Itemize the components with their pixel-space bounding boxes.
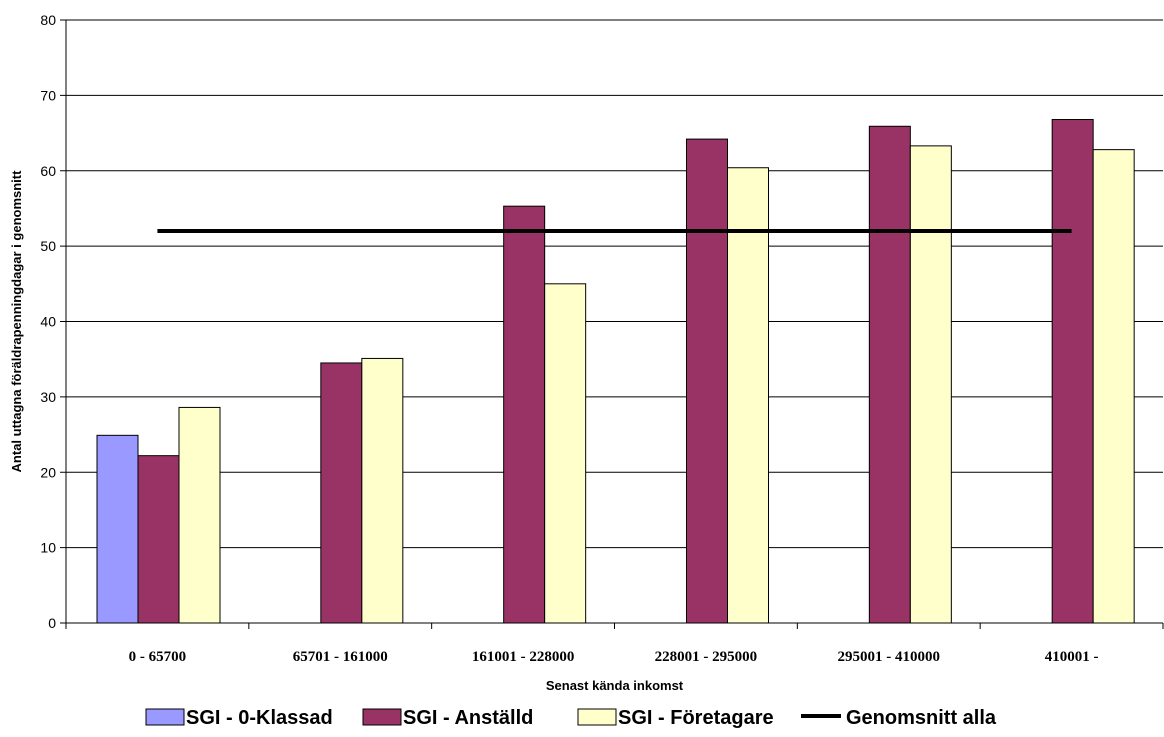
- bar: [96, 434, 139, 624]
- bar: [178, 406, 221, 624]
- bar: [320, 362, 363, 624]
- x-category-label: 410001 -: [1045, 649, 1099, 665]
- x-category-label: 65701 - 161000: [293, 649, 388, 665]
- y-tick-label: 0: [48, 615, 56, 631]
- legend-label: Genomsnitt alla: [846, 707, 997, 729]
- y-tick-label: 10: [40, 540, 56, 556]
- y-tick-label: 70: [40, 87, 56, 103]
- x-category-label: 295001 - 410000: [838, 649, 941, 665]
- x-category-label: 0 - 65700: [129, 649, 187, 665]
- bar: [909, 145, 952, 624]
- legend: SGI - 0-Klassad SGI - Anställd SGI - Föret…: [145, 707, 997, 729]
- y-tick-label: 50: [40, 238, 56, 254]
- x-category-label: 161001 - 228000: [472, 649, 575, 665]
- legend-label: SGI - Anställd: [403, 707, 533, 729]
- bar: [544, 283, 587, 624]
- bar: [868, 125, 911, 624]
- legend-swatch: [145, 708, 185, 726]
- bar: [137, 455, 180, 624]
- bars: [96, 118, 1135, 624]
- bar: [1051, 118, 1094, 624]
- bar: [1092, 149, 1135, 624]
- y-tick-label: 30: [40, 389, 56, 405]
- y-tick-label: 40: [40, 314, 56, 330]
- y-axis-ticks: 0 10 20 30 40 50 60 70 80: [40, 12, 66, 631]
- legend-label: SGI - 0-Klassad: [186, 707, 333, 729]
- axes: [65, 20, 1164, 629]
- bar: [361, 357, 404, 624]
- y-tick-label: 60: [40, 163, 56, 179]
- bar: [727, 167, 769, 624]
- legend-swatch: [577, 708, 617, 726]
- gridlines: [66, 19, 1163, 549]
- legend-swatch: [362, 708, 402, 726]
- bar: [686, 138, 728, 624]
- y-tick-label: 20: [40, 464, 56, 480]
- y-tick-label: 80: [40, 12, 56, 28]
- x-category-label: 228001 - 295000: [655, 649, 758, 665]
- y-axis-title: Antal uttagna föräldrapenningdagar i gen…: [9, 170, 24, 473]
- legend-label: SGI - Företagare: [618, 707, 774, 729]
- x-axis-categories: 0 - 65700 65701 - 161000 161001 - 228000 22…: [129, 649, 1099, 665]
- x-axis-title: Senast kända inkomst: [546, 678, 684, 693]
- bar: [503, 205, 546, 624]
